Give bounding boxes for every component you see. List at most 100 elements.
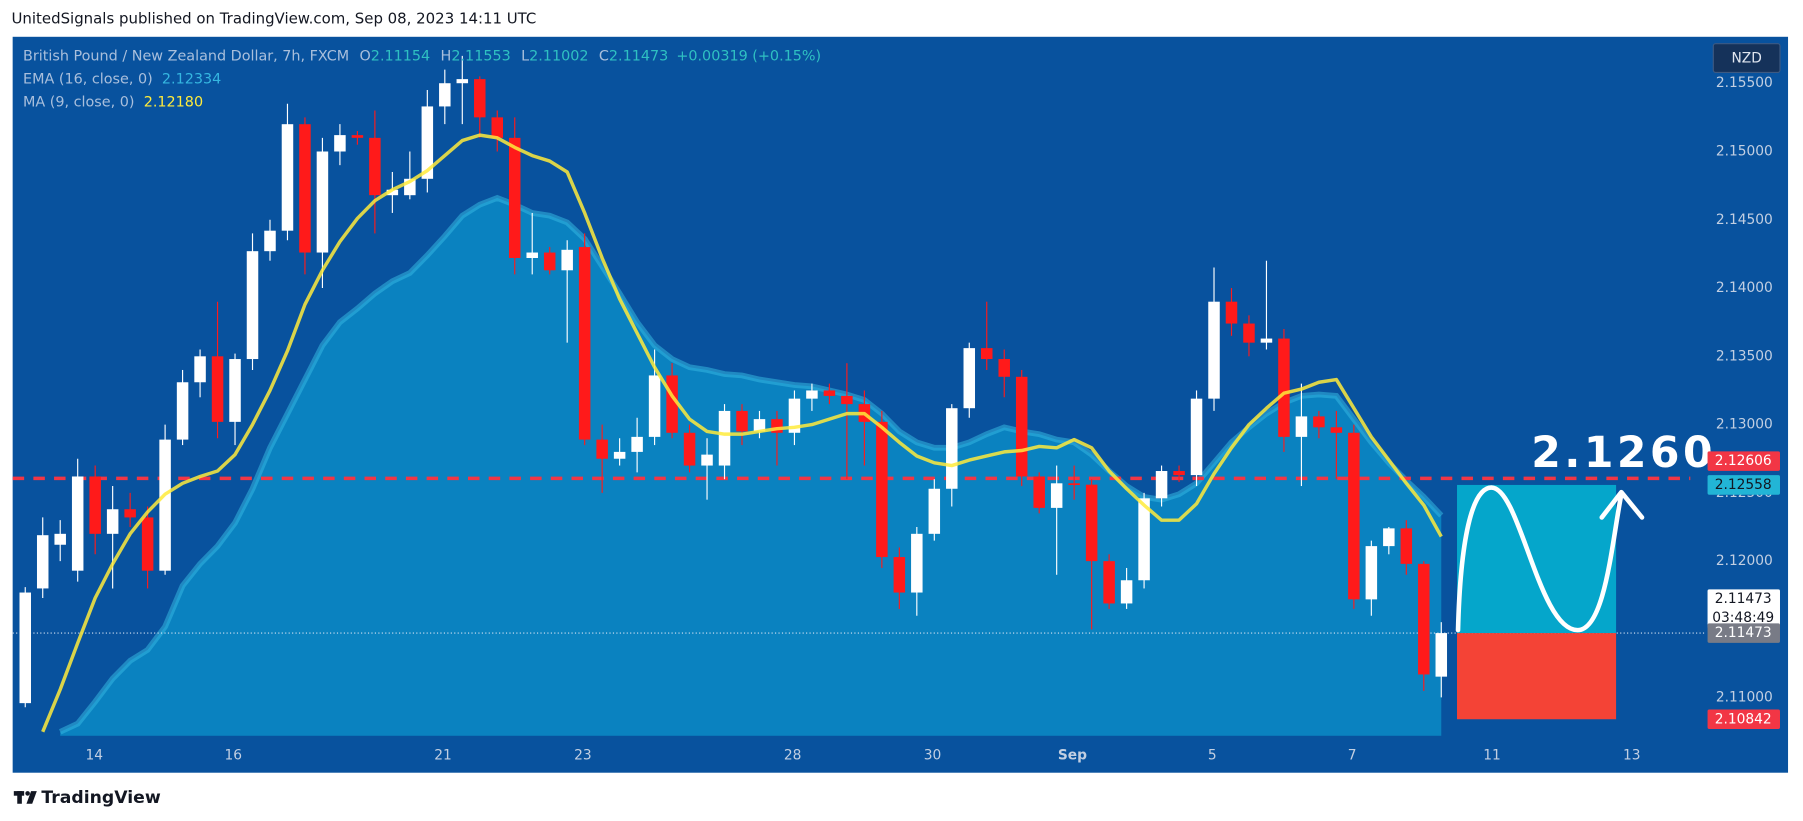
x-tick-label: 13 [1623, 747, 1641, 763]
candle-body [36, 535, 49, 589]
candle-body [124, 509, 136, 518]
candle-body [1330, 427, 1343, 433]
price-countdown: 03:48:49 [1712, 610, 1774, 626]
candle-body [928, 488, 941, 534]
candle-body [1365, 546, 1378, 600]
candle-body [911, 533, 923, 593]
candle-body [71, 476, 84, 571]
candle-body [386, 189, 399, 196]
candle-body [736, 410, 748, 432]
plot-area [12, 55, 1706, 736]
candle-body [596, 439, 608, 459]
x-tick-label: 14 [86, 747, 104, 763]
candle-body [543, 252, 556, 271]
candle-body [1400, 528, 1413, 564]
footer-logo [13, 791, 37, 804]
legend-title: British Pound / New Zealand Dollar, 7h, … [23, 48, 349, 64]
candle-body [1208, 301, 1220, 399]
candle-body [980, 348, 993, 360]
candle-body [19, 592, 31, 704]
y-tick-label: 2.14000 [1716, 280, 1773, 296]
price-label: 2.11473 [1715, 591, 1772, 607]
candle-body [176, 382, 189, 440]
candle-body [806, 390, 818, 399]
ema-line [58, 194, 1444, 735]
candle-body [1015, 376, 1028, 477]
x-tick-label: 5 [1208, 747, 1217, 763]
y-tick-label: 2.14500 [1716, 212, 1773, 228]
candle-body [1243, 323, 1255, 343]
candle-body [893, 557, 906, 593]
candle-body [351, 135, 364, 138]
candle-body [1190, 398, 1203, 476]
ema-area [60, 197, 1442, 736]
x-tick-label: 30 [924, 747, 942, 763]
candle-body [106, 509, 119, 534]
candle-body [54, 533, 66, 545]
hline-annotation: 2.1260 [1531, 429, 1716, 478]
ohlc-letter: C [599, 48, 609, 64]
legend-main: British Pound / New Zealand Dollar, 7h, … [23, 48, 821, 64]
candle-body [299, 124, 311, 253]
candle-body [701, 454, 713, 466]
y-tick-label: 2.15500 [1716, 75, 1773, 91]
candle-body [211, 356, 224, 422]
logo-part [17, 791, 22, 804]
publish-header: UnitedSignals published on TradingView.c… [12, 10, 537, 28]
price-label-box [1707, 709, 1780, 730]
candle-body [683, 432, 696, 466]
candle-body [788, 398, 801, 433]
candle-body [316, 151, 329, 253]
logo-part [26, 791, 37, 804]
candle-body [753, 419, 766, 432]
x-tick-label: 7 [1348, 747, 1357, 763]
legend-ma: MA (9, close, 0) 2.12180 [23, 94, 203, 110]
candle-body [1383, 528, 1395, 547]
ohlc-letter: O [359, 48, 370, 64]
candle-body [1173, 471, 1185, 476]
ma-line [41, 133, 1443, 733]
price-label: 2.10842 [1715, 711, 1772, 727]
x-tick-label: 21 [434, 747, 452, 763]
candle-body [998, 359, 1010, 377]
drawn-arrowhead [1599, 489, 1645, 520]
drawn-curve [1455, 485, 1624, 633]
x-tick-label: 16 [225, 747, 243, 763]
candle-body [508, 137, 521, 258]
candle-body [1120, 580, 1133, 604]
currency-label: NZD [1731, 51, 1761, 67]
ma-name: MA (9, close, 0) [23, 94, 135, 110]
candle-body [823, 390, 836, 396]
candle-body [159, 439, 171, 571]
candle-body [456, 79, 469, 84]
candle-body [1225, 301, 1238, 324]
candle-body [963, 348, 976, 409]
candle-body [613, 451, 626, 459]
price-label-box [1707, 475, 1780, 495]
position-stop [1457, 633, 1617, 720]
candle-body [194, 356, 206, 383]
candle-body [1418, 563, 1430, 675]
price-label-box [1707, 589, 1780, 629]
candle-body [578, 247, 591, 440]
candle-body [491, 117, 504, 138]
candle-body [421, 106, 434, 179]
ma-value: 2.12180 [144, 94, 203, 110]
x-tick-label: Sep [1058, 747, 1087, 763]
candle-body [876, 421, 888, 558]
candle-body [526, 252, 538, 258]
candle-body [369, 137, 381, 196]
candle-body [1138, 498, 1150, 581]
candle-body [1278, 338, 1290, 437]
candle-body [1348, 432, 1360, 600]
candle-body [1313, 416, 1325, 428]
ema-name: EMA (16, close, 0) [23, 71, 153, 87]
candle-body [1103, 561, 1115, 604]
price-label: 2.12606 [1715, 453, 1772, 469]
candle-body [334, 135, 346, 152]
price-label: 2.12558 [1715, 477, 1772, 493]
candle-body [1033, 476, 1045, 508]
candle-body [1050, 483, 1063, 508]
